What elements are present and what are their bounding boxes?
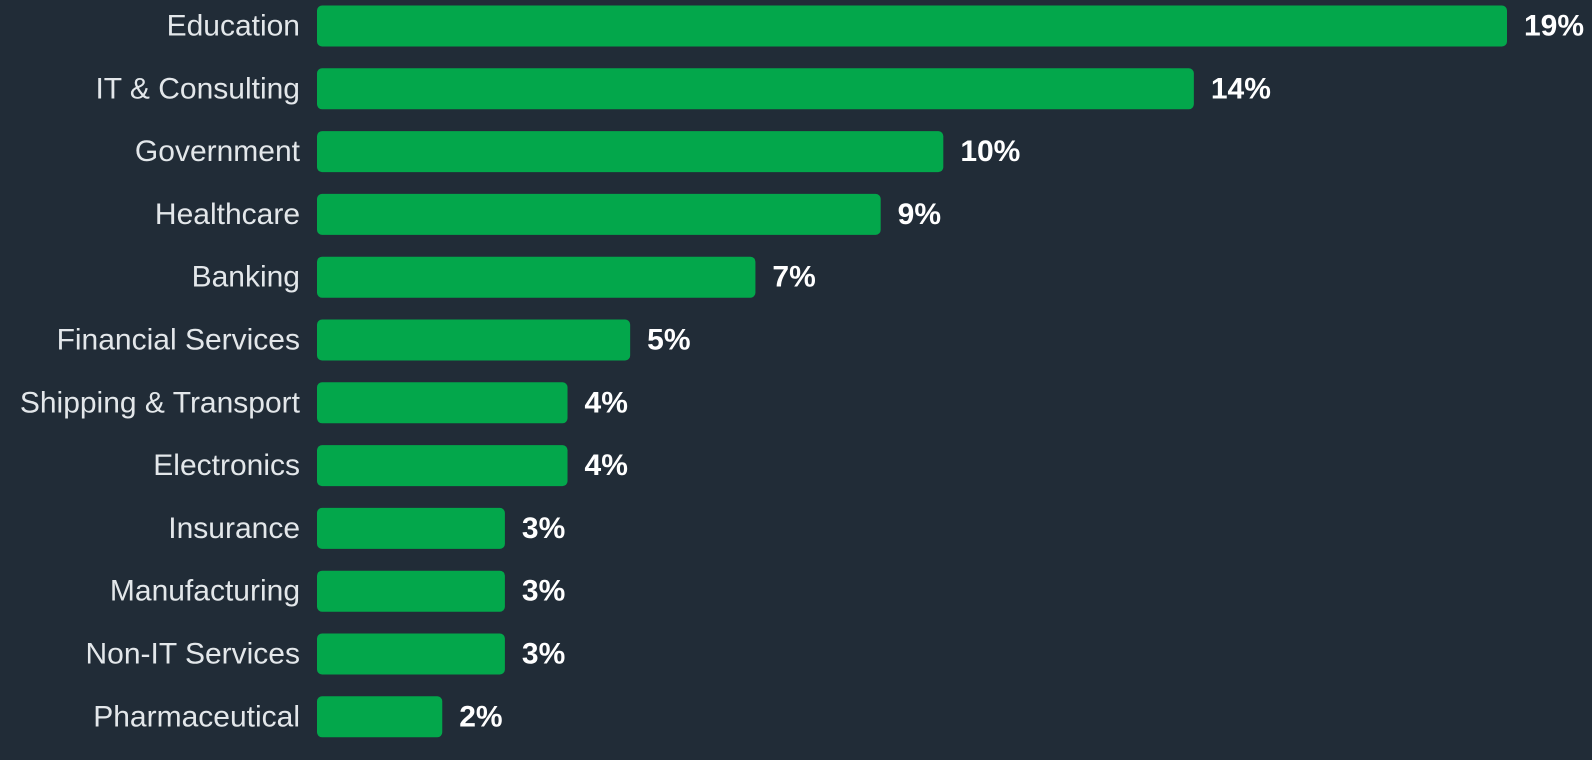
bar [317, 382, 568, 424]
value-label: 2% [459, 700, 502, 733]
category-label: Non-IT Services [85, 638, 300, 671]
bar-row: Banking 7% [192, 256, 816, 298]
value-label: 4% [585, 386, 628, 419]
bar-row: Electronics 4% [153, 445, 628, 487]
bar [317, 131, 944, 173]
bar-row: Financial Services 5% [57, 319, 691, 361]
value-label: 4% [585, 449, 628, 482]
bar [317, 696, 443, 738]
category-label: Shipping & Transport [20, 386, 301, 419]
category-label: Insurance [168, 512, 300, 545]
value-label: 3% [522, 575, 565, 608]
bar [317, 445, 568, 487]
category-label: Banking [192, 261, 300, 294]
category-label: Manufacturing [110, 575, 300, 608]
bar [317, 633, 505, 675]
category-label: Financial Services [57, 324, 300, 357]
value-label: 19% [1524, 10, 1584, 43]
bar-row: Insurance 3% [168, 507, 565, 549]
category-label: Pharmaceutical [93, 700, 300, 733]
bar-row: Government 10% [135, 131, 1020, 173]
bar [317, 256, 756, 298]
value-label: 9% [898, 198, 941, 231]
value-label: 5% [647, 324, 690, 357]
category-label: Government [135, 135, 301, 168]
bar-row: Non-IT Services 3% [85, 633, 565, 675]
bar-row: Manufacturing 3% [110, 570, 565, 612]
category-label: Education [167, 10, 300, 43]
bar [317, 5, 1507, 47]
bar [317, 507, 505, 549]
category-label: Electronics [153, 449, 300, 482]
bar-row: Pharmaceutical 2% [93, 696, 503, 738]
bar-row: Shipping & Transport 4% [20, 382, 628, 424]
bar [317, 193, 881, 235]
value-label: 7% [772, 261, 815, 294]
category-label: IT & Consulting [95, 72, 300, 105]
bar-row: Education 19% [167, 5, 1584, 47]
value-label: 3% [522, 638, 565, 671]
value-label: 14% [1211, 72, 1271, 105]
value-label: 3% [522, 512, 565, 545]
category-label: Healthcare [155, 198, 300, 231]
bar [317, 570, 505, 612]
bar [317, 319, 631, 361]
value-label: 10% [960, 135, 1020, 168]
bar-row: IT & Consulting 14% [95, 68, 1271, 110]
bar [317, 68, 1194, 110]
bar-row: Healthcare 9% [155, 193, 941, 235]
